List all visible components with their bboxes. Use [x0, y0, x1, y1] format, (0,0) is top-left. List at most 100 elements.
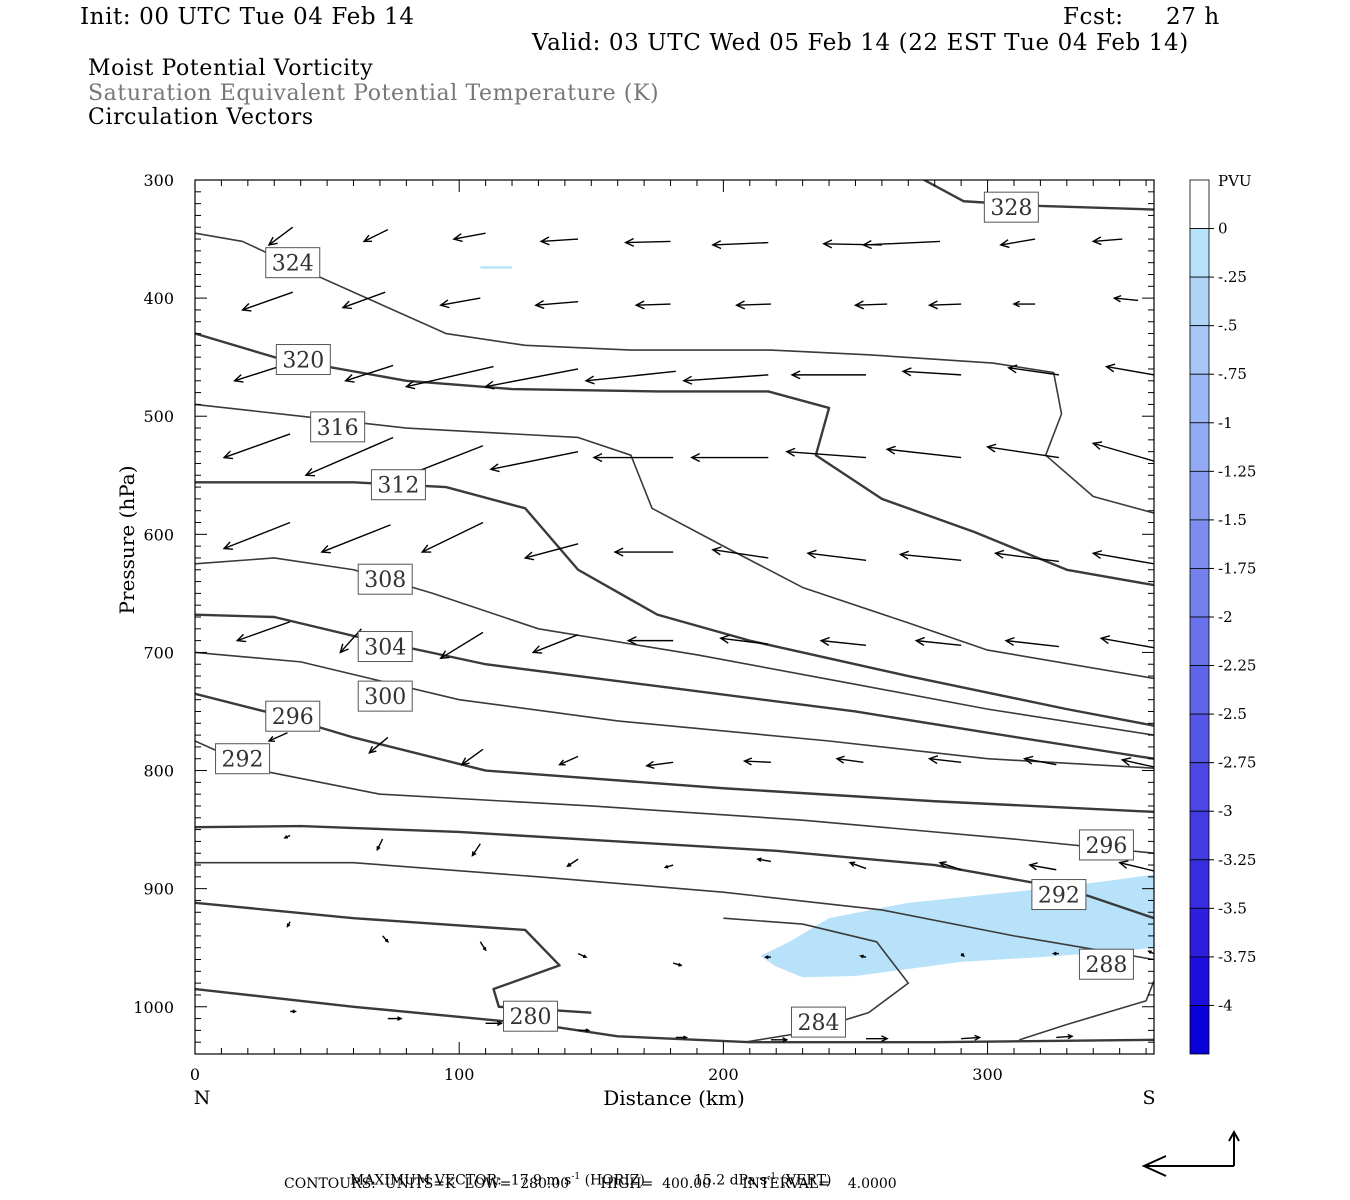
theta-contour-316 [195, 403, 1154, 680]
contour-label-324: 324 [265, 247, 321, 279]
circulation-vector [471, 843, 481, 857]
circulation-vector [539, 236, 579, 246]
colorbar-swatch [1189, 373, 1210, 424]
colorbar-swatch [1189, 907, 1210, 958]
field-title-vectors: Circulation Vectors [88, 105, 314, 130]
x-tick-label: 200 [708, 1065, 739, 1084]
circulation-vector [819, 636, 867, 647]
x-tick-label: 0 [190, 1065, 200, 1084]
circulation-vector [859, 954, 867, 959]
colorbar-swatch [1189, 1005, 1210, 1055]
circulation-vector [376, 838, 384, 852]
circulation-vector [1154, 1035, 1159, 1038]
max-vert-exponent: -1 [767, 1172, 777, 1182]
circulation-vector [523, 543, 579, 561]
circulation-vector [1051, 951, 1059, 956]
plot-frame [194, 179, 1155, 1055]
circulation-vector [222, 521, 291, 550]
horizontal-arrow-head [1141, 1155, 1167, 1177]
circulation-vector [1112, 294, 1139, 303]
colorbar-swatch [1189, 665, 1210, 715]
circulation-vector [960, 952, 965, 958]
circulation-vector [645, 760, 674, 769]
circulation-vector [861, 240, 941, 250]
max-vector-label: MAXIMUM VECTOR: [349, 1172, 502, 1189]
circulation-vector [267, 732, 288, 742]
circulation-vector [914, 636, 962, 647]
circulation-vectors [222, 226, 1159, 1043]
x-tick-label: 100 [444, 1065, 475, 1084]
svg-text:284: 284 [797, 1011, 839, 1036]
circulation-vector [241, 291, 293, 312]
svg-text:312: 312 [377, 474, 419, 499]
x-end-label-north: N [194, 1087, 211, 1109]
circulation-vector [742, 757, 771, 766]
circulation-vector [1091, 441, 1154, 462]
y-tick-label: 900 [143, 880, 174, 899]
circulation-vector [734, 300, 771, 310]
circulation-vector [938, 861, 962, 871]
circulation-vector [566, 858, 579, 868]
contour-label-312: 312 [370, 469, 426, 501]
circulation-vector [848, 861, 867, 870]
circulation-vector [690, 453, 769, 463]
circulation-vector [626, 636, 674, 646]
max-horiz-tag: (HORIZ) [584, 1172, 645, 1189]
colorbar-swatch [1189, 276, 1210, 327]
circulation-vector [341, 291, 386, 310]
colorbar-swatch [1189, 810, 1210, 861]
circulation-vector [584, 370, 676, 385]
colorbar-swatch [1189, 616, 1210, 666]
contour-label-300: 300 [357, 680, 413, 712]
colorbar-swatch [1189, 179, 1210, 229]
circulation-vector [1056, 1033, 1074, 1040]
colorbar-swatch [1189, 713, 1210, 764]
circulation-vector [806, 549, 867, 562]
contour-label-296: 296 [1078, 829, 1134, 861]
contour-info: CONTOURS: UNITS=K LOW= 280.00 HIGH= 400.… [284, 1176, 897, 1192]
colorbar-level-label: -3.75 [1218, 948, 1256, 966]
circulation-vector [531, 634, 579, 654]
theta-contour-304 [195, 613, 1154, 760]
colorbar-level-label: -4 [1218, 996, 1233, 1014]
circulation-vector [1147, 950, 1154, 955]
svg-text:324: 324 [272, 252, 314, 277]
y-axis-label: Pressure (hPa) [115, 466, 139, 615]
circulation-vector [985, 443, 1059, 459]
colorbar-swatch [1189, 422, 1210, 472]
circulation-vector [1120, 757, 1154, 768]
circulation-vector [961, 1034, 982, 1041]
colorbar-swatch [1189, 228, 1210, 278]
circulation-vector [927, 755, 962, 765]
circulation-vector [927, 300, 962, 310]
contour-label-292: 292 [1031, 879, 1087, 911]
circulation-vector [452, 232, 486, 243]
contour-label-288: 288 [1078, 948, 1134, 980]
pv-shade-region-0 [480, 266, 513, 269]
colorbar-level-label: -3 [1218, 802, 1233, 820]
pvu-colorbar: PVU 0 -.25 -.5 -.75 -1 -1.25 -1.5 -1.75 -2 -2.25 -… [1189, 172, 1256, 1055]
contour-label-328: 328 [983, 191, 1039, 223]
minor-ticks [194, 179, 1154, 1055]
colorbar-level-label: -2.25 [1218, 657, 1256, 675]
circulation-vector [558, 755, 579, 766]
circulation-vector [756, 857, 772, 863]
max-vert-tag: (VERT) [780, 1172, 832, 1189]
colorbar-swatch [1189, 470, 1210, 521]
max-vector-info: MAXIMUM VECTOR: 17.9 m s-1 (HORIZ) 15.2 … [341, 1156, 832, 1189]
y-tick-label: 800 [143, 762, 174, 781]
y-tick-label: 1000 [133, 998, 174, 1017]
colorbar-level-label: -1.5 [1218, 511, 1247, 529]
circulation-vector [404, 365, 494, 390]
circulation-vector [672, 962, 683, 967]
circulation-vector [286, 921, 291, 928]
circulation-vector [534, 300, 579, 310]
circulation-vector [1091, 550, 1154, 565]
circulation-vector [999, 238, 1036, 249]
colorbar-level-label: -2.5 [1218, 705, 1247, 723]
svg-text:280: 280 [510, 1005, 552, 1030]
y-tick-label: 700 [143, 643, 174, 662]
circulation-vector [368, 736, 389, 754]
circulation-vector [1104, 363, 1154, 376]
colorbar-level-label: -.25 [1218, 268, 1247, 286]
